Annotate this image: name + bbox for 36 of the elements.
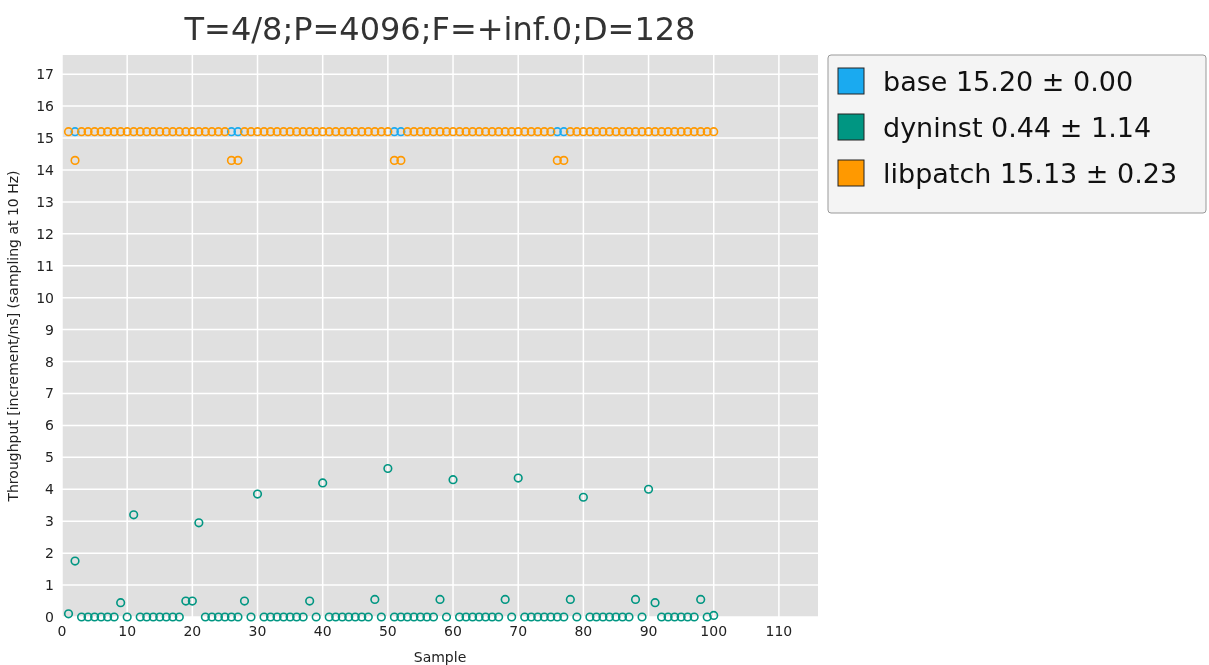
x-tick-label: 20 xyxy=(183,623,202,639)
x-tick-label: 70 xyxy=(509,623,528,639)
y-tick-label: 0 xyxy=(45,609,54,625)
y-tick-label: 5 xyxy=(45,449,54,466)
y-tick-label: 17 xyxy=(36,66,54,83)
y-tick-label: 14 xyxy=(36,161,55,178)
legend-label: dyninst 0.44 ± 1.14 xyxy=(883,112,1152,143)
y-tick-label: 12 xyxy=(36,225,54,242)
y-tick-label: 16 xyxy=(36,98,55,115)
y-tick-label: 4 xyxy=(45,481,55,498)
y-tick-label: 1 xyxy=(45,577,54,594)
x-axis-title: Sample xyxy=(413,649,467,665)
chart-title: T=4/8;P=4096;F=+inf.0;D=128 xyxy=(183,10,696,48)
y-tick-label: 2 xyxy=(45,545,54,562)
x-tick-label: 30 xyxy=(248,623,267,639)
x-tick-label: 110 xyxy=(765,623,793,639)
y-tick-label: 10 xyxy=(36,289,54,306)
x-tick-label: 90 xyxy=(639,623,658,639)
x-tick-label: 60 xyxy=(444,623,462,639)
legend-label: libpatch 15.13 ± 0.23 xyxy=(883,158,1178,189)
y-tick-label: 6 xyxy=(45,417,55,434)
x-tick-label: 40 xyxy=(313,623,332,639)
y-tick-label: 3 xyxy=(45,513,54,530)
x-tick-label: 80 xyxy=(574,623,593,639)
y-tick-label: 7 xyxy=(45,385,54,402)
x-tick-label: 10 xyxy=(118,623,137,639)
legend-label: base 15.20 ± 0.00 xyxy=(883,66,1134,97)
y-tick-label: 8 xyxy=(45,353,54,370)
x-tick-label: 0 xyxy=(57,623,67,639)
y-axis-title: Throughput [increment/ns] (sampling at 10 Hz) xyxy=(5,170,21,503)
y-tick-label: 11 xyxy=(36,257,54,274)
y-tick-label: 15 xyxy=(36,130,54,147)
x-tick-label: 50 xyxy=(378,623,397,639)
y-tick-label: 13 xyxy=(36,193,54,210)
y-tick-label: 9 xyxy=(45,321,54,338)
x-tick-label: 100 xyxy=(700,623,728,639)
